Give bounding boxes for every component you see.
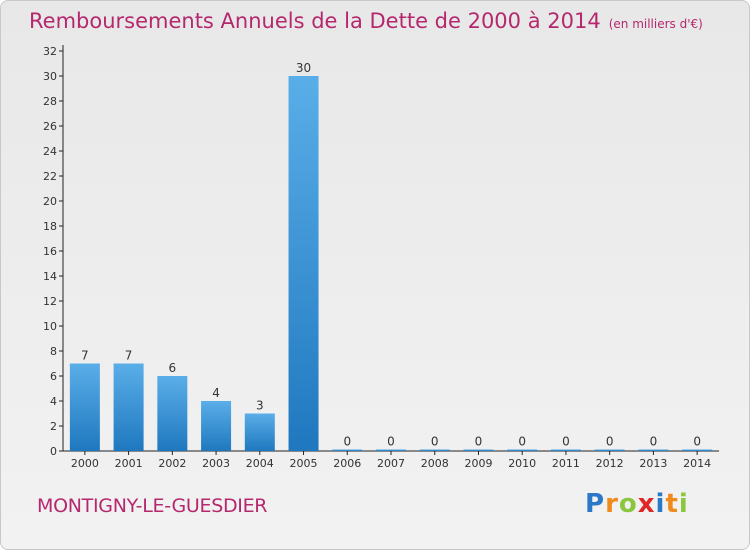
x-tick-label: 2007 — [377, 457, 405, 470]
bar — [463, 449, 494, 451]
bar — [594, 449, 625, 451]
logo-letter: i — [655, 489, 666, 519]
data-label: 0 — [606, 435, 614, 449]
data-label: 0 — [343, 435, 351, 449]
y-tick-label: 4 — [50, 395, 57, 408]
x-tick-label: 2005 — [290, 457, 318, 470]
y-tick-label: 0 — [50, 445, 57, 458]
bar — [69, 363, 100, 451]
bar — [157, 376, 188, 451]
data-label: 7 — [81, 349, 89, 363]
logo-letter: P — [585, 489, 606, 519]
y-tick-label: 16 — [43, 245, 57, 258]
commune-name: MONTIGNY-LE-GUESDIER — [37, 495, 268, 517]
y-tick-label: 32 — [43, 45, 57, 58]
y-tick-label: 6 — [50, 370, 57, 383]
y-tick-label: 8 — [50, 345, 57, 358]
x-tick-label: 2000 — [71, 457, 99, 470]
logo-letter: x — [637, 489, 656, 519]
data-label: 7 — [125, 349, 133, 363]
bar — [113, 363, 144, 451]
data-label: 3 — [256, 399, 264, 413]
y-tick-label: 14 — [43, 270, 57, 283]
chart-data-labels: 7 7 6 4 3 30 0 0 0 0 0 0 0 0 0 — [81, 61, 701, 449]
x-tick-label: 2014 — [683, 457, 711, 470]
data-label: 0 — [693, 435, 701, 449]
logo-letter: i — [678, 489, 689, 519]
y-tick-label: 18 — [43, 220, 57, 233]
data-label: 0 — [387, 435, 395, 449]
x-tick-label: 2003 — [202, 457, 230, 470]
x-tick-label: 2002 — [158, 457, 186, 470]
x-tick-label: 2012 — [596, 457, 624, 470]
x-tick-label: 2009 — [464, 457, 492, 470]
bar — [201, 401, 232, 451]
bar — [550, 449, 581, 451]
x-tick-label: 2010 — [508, 457, 536, 470]
x-tick-label: 2001 — [115, 457, 143, 470]
bar — [419, 449, 450, 451]
y-tick-label: 26 — [43, 120, 57, 133]
bar — [288, 76, 319, 451]
logo-letter: t — [665, 489, 679, 519]
data-label: 0 — [518, 435, 526, 449]
bar — [332, 449, 363, 451]
logo-letter: r — [605, 489, 619, 519]
data-label: 0 — [431, 435, 439, 449]
y-tick-label: 24 — [43, 145, 57, 158]
y-tick-label: 10 — [43, 320, 57, 333]
x-tick-label: 2013 — [639, 457, 667, 470]
chart-title: Remboursements Annuels de la Dette de 20… — [29, 9, 703, 33]
proxiti-logo: Proxiti — [585, 489, 689, 519]
logo-letter: o — [618, 489, 638, 519]
y-tick-label: 20 — [43, 195, 57, 208]
chart-title-text: Remboursements Annuels de la Dette de 20… — [29, 9, 601, 33]
x-tick-label: 2008 — [421, 457, 449, 470]
y-tick-label: 28 — [43, 95, 57, 108]
y-tick-label: 2 — [50, 420, 57, 433]
x-tick-label: 2004 — [246, 457, 274, 470]
data-label: 0 — [475, 435, 483, 449]
chart-bars — [69, 76, 713, 451]
y-tick-label: 30 — [43, 70, 57, 83]
data-label: 0 — [562, 435, 570, 449]
bar — [638, 449, 669, 451]
bar — [507, 449, 538, 451]
chart-subtitle: (en milliers d'€) — [608, 17, 703, 31]
bar — [244, 413, 275, 451]
bar — [376, 449, 406, 451]
x-tick-label: 2011 — [552, 457, 580, 470]
data-label: 4 — [212, 386, 220, 400]
y-tick-label: 12 — [43, 295, 57, 308]
bar — [682, 449, 713, 451]
data-label: 30 — [296, 61, 311, 75]
x-tick-label: 2006 — [333, 457, 361, 470]
data-label: 0 — [650, 435, 658, 449]
data-label: 6 — [169, 361, 177, 375]
y-tick-label: 22 — [43, 170, 57, 183]
